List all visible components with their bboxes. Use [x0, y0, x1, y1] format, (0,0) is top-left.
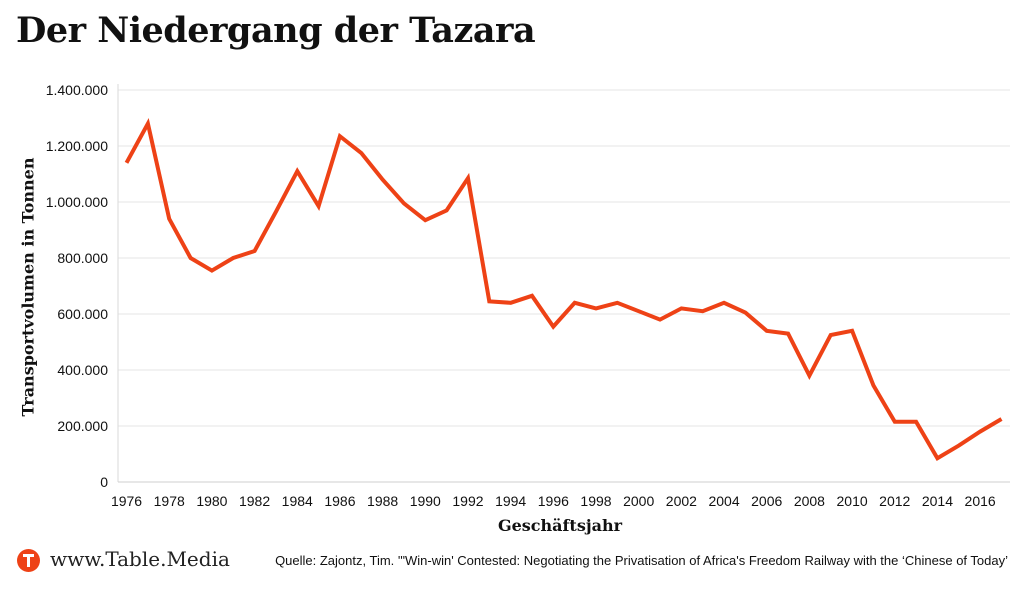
footer-site-link[interactable]: www.Table.Media	[50, 547, 230, 571]
x-tick-label: 1992	[452, 493, 483, 509]
x-tick-label: 2006	[751, 493, 782, 509]
x-tick-label: 1988	[367, 493, 398, 509]
y-tick-label: 800.000	[57, 250, 108, 266]
x-tick-label: 2002	[666, 493, 697, 509]
x-axis-ticks: 1976 1978 1980 1982 1984 1986 1988 1990 1992 1994…	[111, 493, 996, 509]
y-axis-ticks: 0 200.000 400.000 600.000 800.000 1.000.000 1.…	[46, 82, 109, 490]
x-tick-label: 1990	[410, 493, 441, 509]
series	[124, 117, 1003, 461]
x-tick-label: 1986	[324, 493, 355, 509]
x-tick-label: 1998	[580, 493, 611, 509]
y-axis-label: Transportvolumen in Tonnen	[18, 157, 38, 417]
table-media-t-logo-icon	[17, 549, 40, 572]
y-tick-label: 200.000	[57, 418, 108, 434]
x-tick-label: 1996	[538, 493, 569, 509]
x-tick-label: 1980	[196, 493, 227, 509]
grid-lines	[118, 89, 1010, 427]
y-tick-label: 0	[100, 474, 108, 490]
footer-source-note: Quelle: Zajontz, Tim. '"Win-win' Contest…	[275, 553, 1008, 568]
x-tick-label: 1984	[282, 493, 313, 509]
x-tick-label: 2014	[922, 493, 953, 509]
x-tick-label: 2004	[708, 493, 739, 509]
x-tick-label: 2000	[623, 493, 654, 509]
x-tick-label: 1976	[111, 493, 142, 509]
axes	[117, 84, 1010, 483]
x-axis-label: Geschäftsjahr	[497, 516, 623, 535]
x-tick-label: 2012	[879, 493, 910, 509]
chart-title: Der Niedergang der Tazara	[16, 10, 536, 51]
y-tick-label: 1.200.000	[46, 138, 108, 154]
x-tick-label: 2016	[965, 493, 996, 509]
x-tick-label: 1994	[495, 493, 526, 509]
x-tick-label: 1978	[154, 493, 185, 509]
x-tick-label: 2008	[794, 493, 825, 509]
y-tick-label: 1.400.000	[46, 82, 108, 98]
y-tick-label: 1.000.000	[46, 194, 108, 210]
x-tick-label: 1982	[239, 493, 270, 509]
x-tick-label: 2010	[837, 493, 868, 509]
series-line	[124, 117, 1003, 461]
y-tick-label: 600.000	[57, 306, 108, 322]
y-tick-label: 400.000	[57, 362, 108, 378]
